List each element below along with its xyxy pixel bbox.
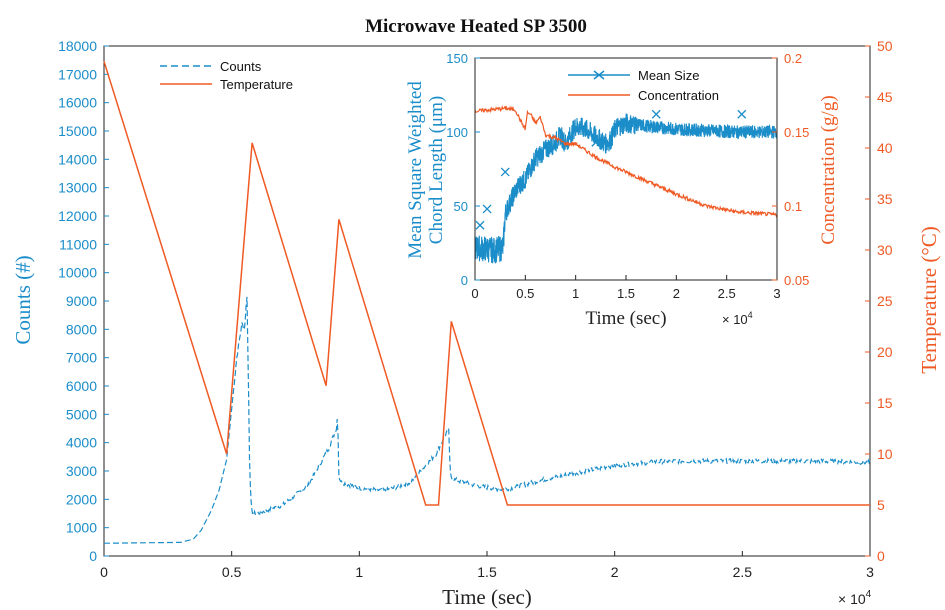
- inset-x-axis-label: Time (sec): [585, 308, 666, 329]
- main-right-tick-label: 0: [877, 548, 885, 564]
- mean-size-marker: [482, 204, 492, 214]
- inset-x-tick-label: 0.5: [516, 286, 534, 301]
- main-left-tick-label: 17000: [58, 66, 97, 82]
- main-plot: 0 0.5 1 1.5 2 2.5 3010002000300040005000600070…: [58, 38, 893, 580]
- mean-size-marker: [475, 220, 485, 230]
- legend-label-counts: Counts: [220, 59, 262, 74]
- mean-size-marker: [651, 109, 661, 119]
- main-right-tick-label: 50: [877, 38, 893, 54]
- inset-right-tick-label: 0.2: [784, 51, 802, 66]
- inset-left-tick-label: 100: [446, 125, 468, 140]
- main-left-tick-label: 6000: [66, 378, 97, 394]
- main-left-tick-label: 16000: [58, 95, 97, 111]
- main-x-tick-label: 1: [355, 564, 363, 580]
- main-x-tick-label: 2.5: [733, 564, 753, 580]
- legend-marker-x-icon: [593, 70, 605, 80]
- series-line-temperature: [103, 61, 870, 506]
- inset-x-tick-label: 1.5: [617, 286, 635, 301]
- main-left-tick-label: 14000: [58, 151, 97, 167]
- inset-x-exponent: × 104: [722, 310, 753, 327]
- main-legend: Counts Temperature: [160, 59, 293, 92]
- main-right-tick-label: 45: [877, 89, 893, 105]
- inset-left-tick-label: 0: [461, 273, 468, 288]
- main-x-exponent-power: 4: [866, 589, 872, 600]
- legend-label-temperature: Temperature: [220, 77, 293, 92]
- inset-ticks: 0 0.5 1 1.5 2 2.5 3 0 50 100 150 0.05 0.1 0.15 0.2: [446, 51, 809, 301]
- main-right-tick-label: 30: [877, 242, 893, 258]
- series-line-counts: [103, 296, 871, 544]
- inset-right-tick-label: 0.05: [784, 273, 809, 288]
- inset-x-tick-label: 1: [572, 286, 579, 301]
- main-left-tick-label: 2000: [66, 491, 97, 507]
- inset-legend: Mean Size Concentration: [564, 64, 754, 106]
- main-x-tick-label: 1.5: [477, 564, 497, 580]
- main-right-tick-label: 40: [877, 140, 893, 156]
- main-right-tick-label: 25: [877, 293, 893, 309]
- legend-label-concentration: Concentration: [638, 88, 719, 103]
- main-right-tick-label: 10: [877, 446, 893, 462]
- main-left-tick-label: 0: [89, 548, 97, 564]
- inset-legend-box: [564, 64, 754, 106]
- main-x-exponent-base: × 10: [838, 591, 866, 607]
- inset-right-tick-label: 0.15: [784, 125, 809, 140]
- main-left-axis-label: Counts (#): [11, 255, 35, 344]
- main-left-tick-label: 10000: [58, 265, 97, 281]
- main-right-axis-label: Temperature (°C): [917, 226, 941, 373]
- inset-x-exponent-power: 4: [748, 310, 753, 320]
- main-right-tick-label: 15: [877, 395, 893, 411]
- series-line-concentration: [474, 104, 778, 218]
- main-left-tick-label: 15000: [58, 123, 97, 139]
- main-right-tick-label: 5: [877, 497, 885, 513]
- inset-x-tick-label: 0: [471, 286, 478, 301]
- main-left-tick-label: 12000: [58, 208, 97, 224]
- inset-left-tick-label: 150: [446, 51, 468, 66]
- main-x-tick-label: 3: [866, 564, 874, 580]
- inset-x-exponent-base: × 10: [722, 312, 748, 327]
- inset-left-tick-label: 50: [454, 199, 468, 214]
- series-line-mean-size: [474, 113, 778, 264]
- main-left-tick-label: 1000: [66, 520, 97, 536]
- legend-label-mean-size: Mean Size: [638, 68, 699, 83]
- main-left-tick-label: 13000: [58, 180, 97, 196]
- main-x-exponent: × 104: [838, 589, 872, 607]
- main-left-tick-label: 5000: [66, 406, 97, 422]
- inset-series: [474, 104, 778, 264]
- main-left-tick-label: 3000: [66, 463, 97, 479]
- inset-left-axis-label-line1: Mean Square Weighted: [405, 81, 426, 259]
- main-x-tick-label: 0.5: [222, 564, 242, 580]
- main-left-tick-label: 11000: [59, 236, 97, 252]
- main-right-tick-label: 20: [877, 344, 893, 360]
- inset-right-tick-label: 0.1: [784, 199, 802, 214]
- main-right-tick-label: 35: [877, 191, 893, 207]
- main-x-axis-label: Time (sec): [442, 585, 532, 609]
- inset-x-tick-label: 3: [773, 286, 780, 301]
- main-ticks: 0 0.5 1 1.5 2 2.5 3010002000300040005000600070…: [58, 38, 893, 580]
- inset-x-tick-label: 2.5: [718, 286, 736, 301]
- main-left-tick-label: 8000: [66, 321, 97, 337]
- chart-title: Microwave Heated SP 3500: [365, 16, 587, 37]
- main-left-tick-label: 18000: [58, 38, 97, 54]
- inset-x-tick-label: 2: [673, 286, 680, 301]
- inset-left-axis-label-line2: Chord Length (μm): [426, 96, 447, 244]
- main-series: [103, 61, 871, 544]
- main-left-tick-label: 4000: [66, 435, 97, 451]
- main-x-tick-label: 0: [100, 564, 108, 580]
- inset-right-axis-label: Concentration (g/g): [818, 95, 839, 244]
- mean-size-marker: [500, 167, 510, 177]
- main-left-tick-label: 9000: [66, 293, 97, 309]
- mean-size-marker: [591, 137, 601, 147]
- main-x-tick-label: 2: [611, 564, 619, 580]
- main-left-tick-label: 7000: [66, 350, 97, 366]
- mean-size-marker: [737, 109, 747, 119]
